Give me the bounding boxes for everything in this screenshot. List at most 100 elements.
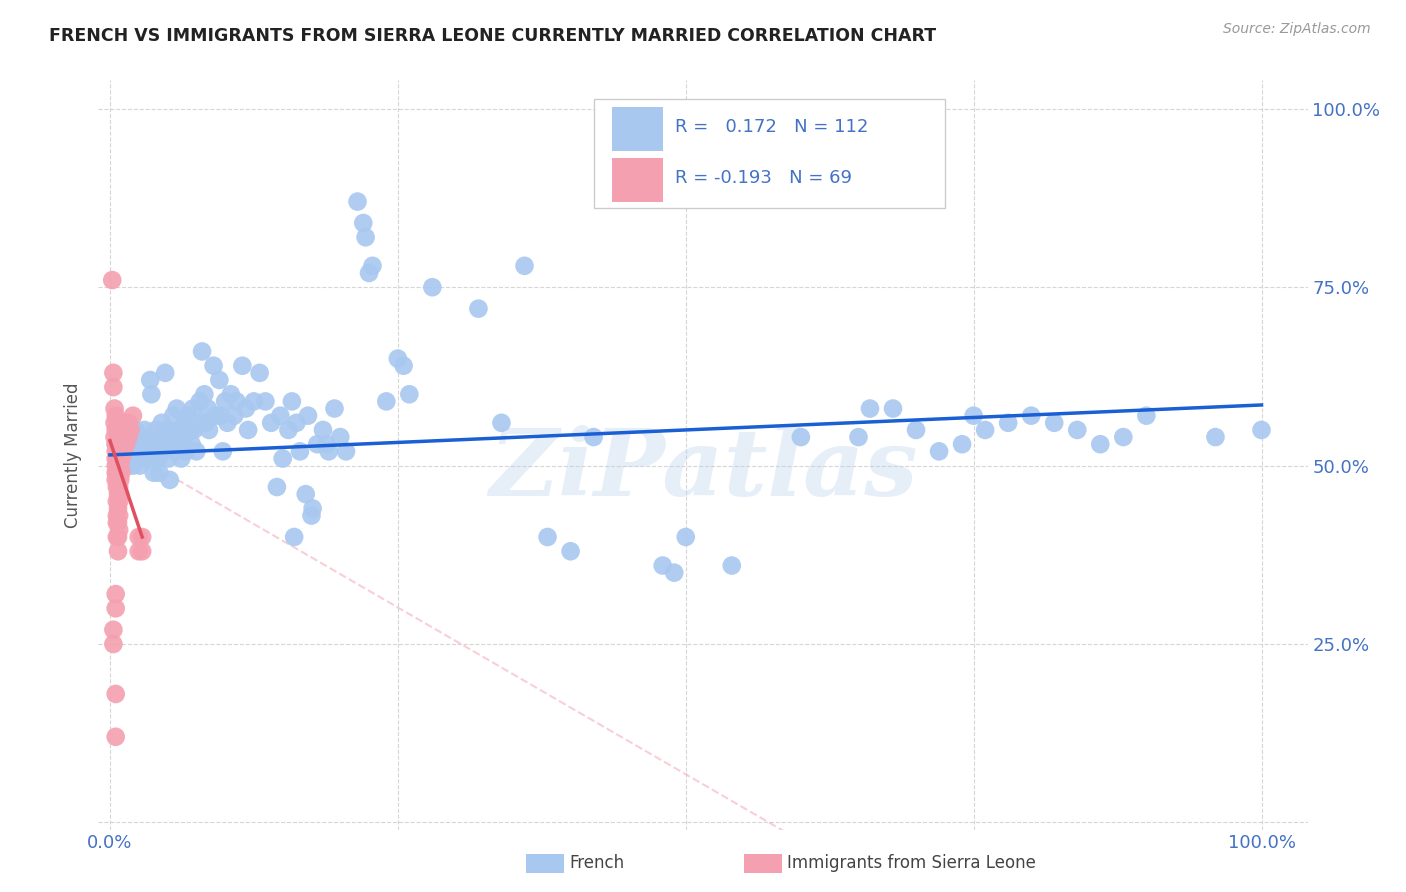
Point [202, 359, 225, 373]
Point [148, 451, 170, 466]
Point [398, 387, 420, 401]
Point [173, 416, 195, 430]
FancyBboxPatch shape [613, 107, 664, 152]
Point [107, 430, 129, 444]
Point [103, 401, 125, 416]
Point [375, 394, 398, 409]
Point [105, 466, 128, 480]
Point [110, 423, 132, 437]
Point [122, 430, 145, 444]
Point [148, 466, 170, 480]
Point [173, 430, 195, 444]
Point [392, 359, 415, 373]
Point [104, 409, 127, 423]
Point [329, 430, 352, 444]
Point [108, 494, 131, 508]
Point [288, 444, 311, 458]
Point [139, 373, 162, 387]
Point [260, 416, 283, 430]
Point [166, 401, 188, 416]
Point [107, 516, 129, 530]
Point [188, 394, 211, 409]
Point [205, 409, 228, 423]
Point [225, 394, 247, 409]
Point [107, 473, 129, 487]
Point [141, 387, 163, 401]
Point [266, 480, 288, 494]
Text: R =   0.172   N = 112: R = 0.172 N = 112 [675, 119, 869, 136]
Point [720, 558, 742, 573]
Point [170, 451, 193, 466]
Point [120, 444, 142, 458]
Point [108, 451, 131, 466]
Point [582, 430, 605, 444]
Point [159, 473, 181, 487]
Point [104, 437, 127, 451]
Point [107, 458, 129, 473]
Point [131, 451, 153, 466]
Point [155, 366, 177, 380]
Point [103, 637, 125, 651]
Point [107, 544, 129, 558]
Point [243, 394, 266, 409]
Point [104, 466, 127, 480]
Point [107, 444, 129, 458]
Point [560, 544, 582, 558]
Point [513, 259, 536, 273]
Point [134, 423, 156, 437]
Point [128, 530, 150, 544]
Point [112, 416, 135, 430]
Point [125, 451, 148, 466]
Text: French: French [569, 855, 624, 872]
Point [269, 409, 291, 423]
Point [191, 344, 214, 359]
Point [294, 487, 316, 501]
Y-axis label: Currently Married: Currently Married [65, 382, 83, 528]
Point [104, 451, 127, 466]
Point [108, 480, 131, 494]
Point [271, 451, 294, 466]
Text: ZiPatlas: ZiPatlas [489, 425, 917, 515]
Point [112, 451, 135, 466]
Point [177, 409, 200, 423]
Point [108, 466, 131, 480]
Point [134, 451, 156, 466]
Point [112, 444, 135, 458]
Point [115, 437, 138, 451]
Point [107, 487, 129, 501]
Point [122, 458, 145, 473]
Point [1066, 423, 1088, 437]
FancyBboxPatch shape [595, 99, 945, 208]
Point [145, 423, 167, 437]
Point [163, 444, 186, 458]
Point [110, 473, 132, 487]
Point [105, 437, 128, 451]
Point [197, 401, 219, 416]
Point [312, 423, 335, 437]
Point [211, 444, 233, 458]
Point [361, 259, 384, 273]
Point [105, 423, 128, 437]
Point [675, 530, 697, 544]
Point [115, 423, 138, 437]
Point [928, 444, 950, 458]
Point [235, 401, 257, 416]
Point [281, 394, 304, 409]
Point [145, 444, 167, 458]
Point [104, 473, 127, 487]
Point [103, 366, 125, 380]
Point [104, 730, 127, 744]
Point [323, 401, 346, 416]
Point [193, 387, 215, 401]
Point [1090, 437, 1112, 451]
Point [297, 409, 319, 423]
Point [104, 601, 127, 615]
Point [214, 394, 236, 409]
Point [974, 423, 997, 437]
Point [117, 451, 139, 466]
Point [162, 430, 184, 444]
Point [124, 444, 146, 458]
Point [162, 409, 184, 423]
Point [115, 458, 138, 473]
Point [186, 444, 208, 458]
